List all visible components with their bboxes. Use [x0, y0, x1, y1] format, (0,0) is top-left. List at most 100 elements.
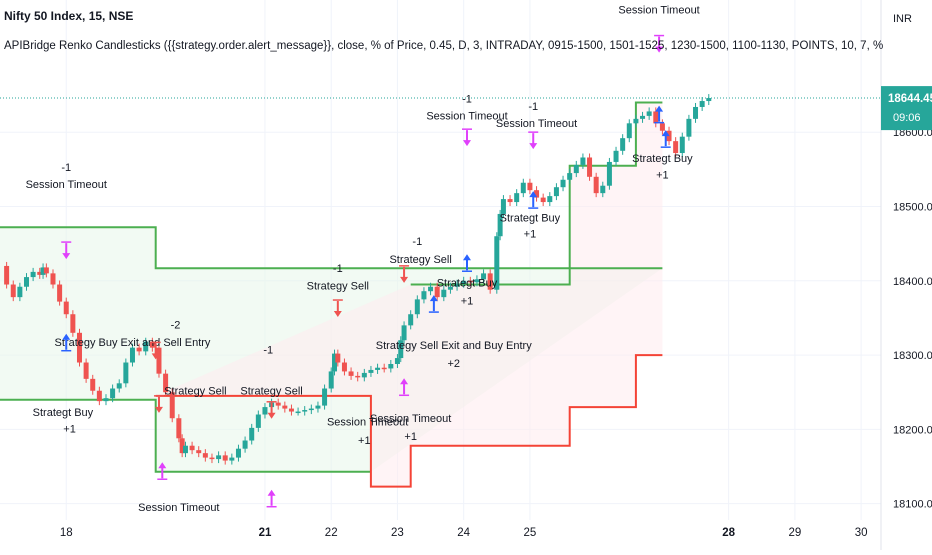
- annotation-label: +1: [461, 296, 474, 308]
- candle-body: [308, 408, 314, 411]
- candle-body: [388, 364, 394, 369]
- candle-body: [189, 445, 195, 451]
- annotation-label: Strategy Sell: [240, 385, 302, 397]
- annotation-label: -1: [333, 263, 343, 275]
- symbol-title[interactable]: Nifty 50 Index, 15, NSE: [4, 9, 134, 23]
- candle-body: [679, 136, 685, 154]
- candle-body: [626, 123, 632, 139]
- exit-down-arrow: [529, 133, 538, 150]
- candle-body: [50, 273, 56, 285]
- candle-body: [149, 341, 155, 348]
- candle-body: [116, 383, 122, 389]
- annotation-label: Session Timeout: [327, 417, 408, 429]
- candle-body: [23, 277, 29, 287]
- exit-down-arrow: [655, 36, 664, 53]
- candle-body: [315, 405, 321, 409]
- annotation-label: +1: [404, 431, 417, 443]
- candle-body: [580, 157, 586, 165]
- candle-body: [686, 118, 692, 137]
- candle-body: [421, 291, 427, 300]
- candle-body: [37, 271, 43, 275]
- candle-body: [179, 438, 185, 454]
- last-price-badge-box: [881, 86, 932, 131]
- buy-up-arrow: [529, 191, 538, 208]
- sell-down-arrow: [267, 402, 276, 419]
- x-axis-background: [0, 520, 881, 550]
- candle-body: [547, 196, 553, 203]
- candle-body: [587, 157, 593, 177]
- stop-long-line: [0, 226, 663, 270]
- candle-body: [282, 405, 288, 409]
- buy-up-arrow: [661, 130, 670, 147]
- candle-body: [332, 353, 338, 372]
- annotations: -1 Session Timeout Strategy Buy Exit and S…: [26, 4, 700, 514]
- candle-body: [375, 367, 381, 370]
- candle-body: [507, 199, 513, 203]
- candle-body: [693, 106, 699, 119]
- candle-body: [235, 448, 241, 458]
- candle-body: [156, 347, 162, 374]
- candle-body: [335, 353, 341, 363]
- candle-body: [196, 450, 202, 454]
- candle-body: [467, 280, 473, 283]
- annotation-label: Session Timeout: [138, 502, 219, 514]
- candle-body: [255, 414, 261, 428]
- indicator-label[interactable]: APIBridge Renko Candlesticks ({{strategy…: [4, 40, 884, 52]
- candle-body: [129, 347, 135, 363]
- annotation-label: Strategy Sell Exit and Buy Entry: [376, 340, 532, 352]
- candle-body: [249, 427, 255, 441]
- candle-body: [428, 286, 434, 292]
- short-zone-fill: [155, 102, 663, 487]
- annotation-label: Session Timeout: [426, 111, 507, 123]
- candle-body: [368, 369, 374, 373]
- y-tick-label: 18600.00: [893, 127, 932, 139]
- y-tick-label: 18500.00: [893, 202, 932, 214]
- candle-body: [209, 457, 215, 460]
- candle-body: [441, 289, 447, 298]
- candle-body: [497, 213, 503, 237]
- candle-body: [136, 347, 142, 352]
- candle-body: [295, 411, 301, 414]
- last-price-value: 18644.45: [888, 93, 932, 105]
- annotation-label: Strategt Buy: [437, 278, 498, 290]
- y-tick-label: 18200.00: [893, 424, 932, 436]
- candle-body: [143, 341, 149, 352]
- candle-body: [83, 362, 89, 379]
- x-tick-label: 21: [259, 527, 272, 539]
- sell-down-arrow: [154, 396, 163, 413]
- candle-body: [706, 98, 712, 102]
- annotation-label: Strategt Buy: [500, 212, 561, 224]
- annotation-label: -2: [171, 319, 181, 331]
- candle-body: [222, 455, 228, 461]
- annotation-label: -1: [412, 236, 422, 248]
- candle-body: [43, 267, 49, 274]
- candle-body: [401, 325, 407, 341]
- candle-body: [481, 273, 487, 280]
- candle-body: [163, 373, 169, 393]
- candle-body: [560, 179, 566, 188]
- x-tick-label: 29: [788, 527, 801, 539]
- candle-body: [302, 410, 308, 412]
- x-tick-label: 18: [60, 527, 73, 539]
- candle-body: [461, 280, 467, 284]
- candle-body: [110, 388, 116, 399]
- candle-body: [553, 187, 559, 197]
- candle-body: [408, 314, 414, 326]
- candle-body: [659, 123, 665, 131]
- x-tick-label: 30: [855, 527, 868, 539]
- buy-up-arrow: [429, 295, 438, 312]
- annotation-label: +1: [656, 169, 669, 181]
- x-tick-label: 23: [391, 527, 404, 539]
- y-tick-label: 18100.00: [893, 499, 932, 511]
- candle-body: [182, 445, 188, 454]
- candle-body: [90, 378, 96, 391]
- candle-body: [176, 418, 182, 439]
- annotation-label: +1: [524, 229, 537, 241]
- annotation-label: +1: [358, 435, 371, 447]
- exit-up-arrow: [158, 462, 167, 479]
- candle-body: [4, 265, 10, 285]
- x-tick-label: 24: [457, 527, 470, 539]
